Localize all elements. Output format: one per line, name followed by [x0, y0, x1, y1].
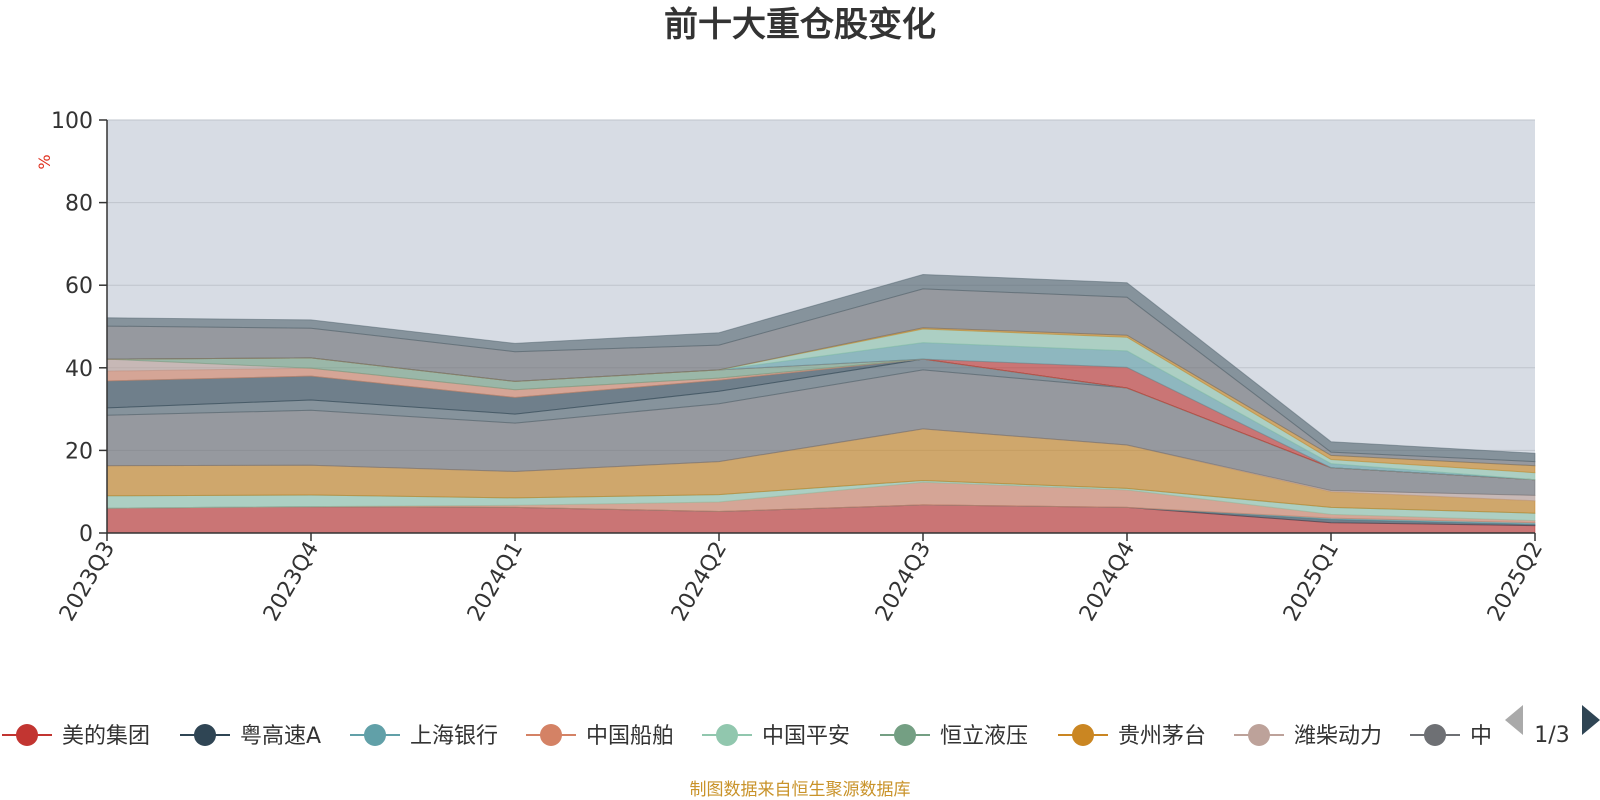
- legend-item[interactable]: 恒立液压: [880, 724, 1028, 749]
- legend-item[interactable]: 粤高速A: [180, 724, 321, 749]
- legend-label: 中国船舶: [586, 724, 674, 749]
- x-tick-label: 2024Q2: [667, 538, 732, 626]
- legend-circle-marker: [716, 724, 738, 746]
- legend-label: 美的集团: [62, 724, 150, 749]
- legend-item[interactable]: 美的集团: [2, 724, 150, 749]
- legend-label: 上海银行: [410, 724, 498, 749]
- legend-circle-marker: [540, 724, 562, 746]
- legend-item[interactable]: 上海银行: [350, 724, 498, 749]
- y-tick-label: 0: [79, 522, 93, 547]
- x-tick-label: 2023Q4: [259, 538, 324, 626]
- y-tick-label: 20: [65, 439, 93, 464]
- y-tick-label: 80: [65, 192, 93, 217]
- legend-circle-marker: [1248, 724, 1270, 746]
- legend-circle-marker: [1072, 724, 1094, 746]
- y-tick-label: 100: [51, 109, 93, 134]
- legend-label: 中: [1470, 724, 1492, 749]
- x-tick-label: 2024Q4: [1075, 538, 1140, 626]
- legend-circle-marker: [194, 724, 216, 746]
- legend-pager: 1/3: [1505, 705, 1600, 748]
- triangle-left-icon[interactable]: [1505, 705, 1523, 735]
- legend-circle-marker: [364, 724, 386, 746]
- legend-item[interactable]: 潍柴动力: [1234, 724, 1382, 749]
- x-axis-ticks: 2023Q3 2023Q4 2024Q1 2024Q2 2024Q3 2024Q4 2025…: [55, 533, 1548, 626]
- y-axis-unit: %: [35, 154, 54, 169]
- triangle-right-icon[interactable]: [1582, 705, 1600, 735]
- legend-circle-marker: [894, 724, 916, 746]
- data-source-note: 制图数据来自恒生聚源数据库: [690, 780, 911, 800]
- series-area-20: [106, 273, 1536, 463]
- legend-label: 潍柴动力: [1294, 724, 1382, 749]
- legend-label: 粤高速A: [240, 724, 321, 749]
- legend-page-indicator: 1/3: [1534, 723, 1569, 748]
- axes: [106, 120, 1535, 534]
- legend-label: 中国平安: [762, 724, 850, 749]
- legend-label: 恒立液压: [940, 724, 1028, 749]
- x-tick-label: 2024Q1: [463, 538, 528, 626]
- legend-item[interactable]: 中国船舶: [526, 724, 674, 749]
- y-tick-label: 40: [65, 357, 93, 382]
- chart-title: 前十大重仓股变化: [664, 5, 936, 45]
- x-tick-label: 2023Q3: [55, 538, 120, 626]
- legend-item[interactable]: 贵州茅台: [1058, 724, 1206, 749]
- legend-circle-marker: [16, 724, 38, 746]
- legend-item[interactable]: 中国平安: [702, 724, 850, 749]
- y-tick-label: 60: [65, 274, 93, 299]
- legend-circle-marker: [1424, 724, 1446, 746]
- x-tick-label: 2024Q3: [871, 538, 936, 626]
- x-tick-label: 2025Q2: [1483, 538, 1548, 626]
- x-tick-label: 2025Q1: [1279, 538, 1344, 626]
- legend-item[interactable]: 中: [1410, 724, 1492, 749]
- legend: 美的集团 粤高速A 上海银行 中国船舶 中国平安 恒立液压 贵州茅台 潍柴动力 中: [2, 724, 1492, 749]
- series-areas: [106, 273, 1536, 534]
- legend-label: 贵州茅台: [1118, 724, 1206, 749]
- y-axis-ticks: 0 20 40 60 80 100: [51, 109, 107, 547]
